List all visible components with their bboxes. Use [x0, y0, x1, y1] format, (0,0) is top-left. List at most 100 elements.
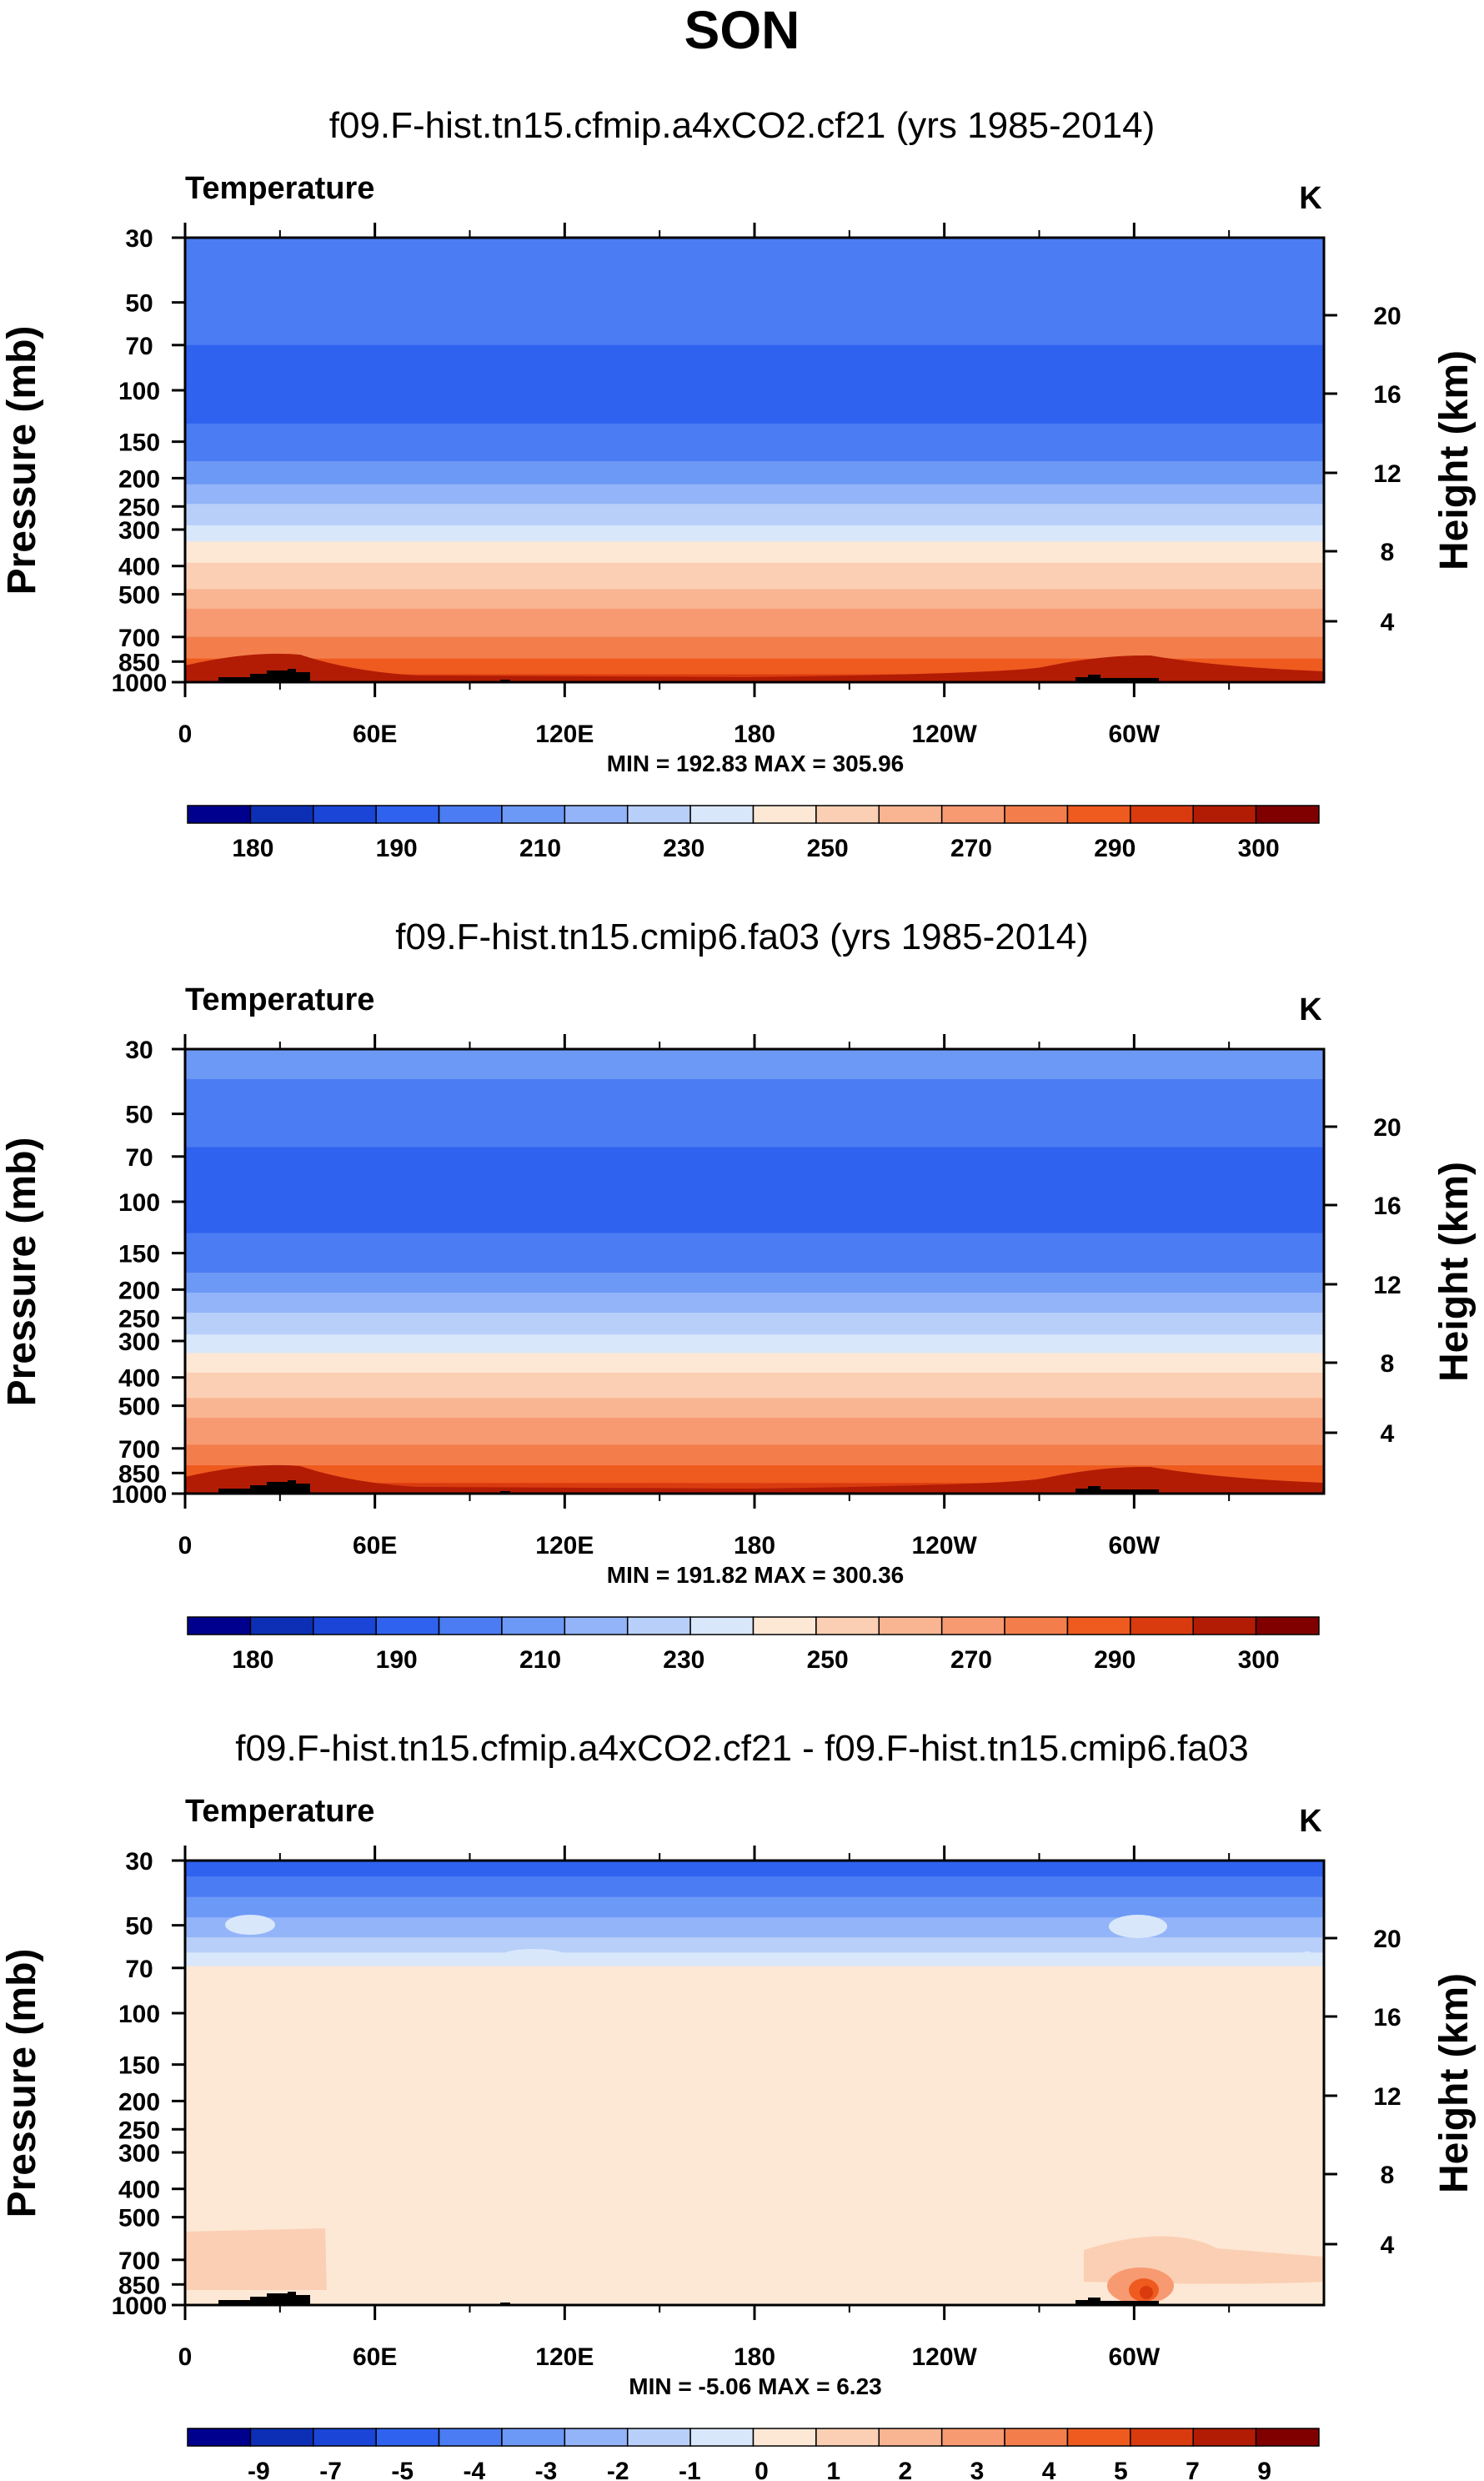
- min-max-label: MIN = -5.06 MAX = 6.23: [629, 2373, 881, 2399]
- y-right-tick-label: 12: [1373, 2083, 1401, 2111]
- colorbar-swatch: [501, 1616, 566, 1635]
- contour-band: [185, 504, 1324, 526]
- colorbar-label: 180: [232, 1646, 273, 1674]
- contour-band: [185, 1147, 1324, 1234]
- topography-asia: [218, 669, 310, 682]
- plot-area: [185, 1730, 1324, 2305]
- colorbar-label: 270: [950, 1646, 992, 1674]
- colorbar-label: 0: [755, 2458, 769, 2481]
- colorbar-swatch: [940, 1616, 1005, 1635]
- colorbar-swatch: [1192, 2428, 1257, 2447]
- contour-band: [185, 1876, 1324, 1898]
- contour-band: [185, 608, 1324, 638]
- y-tick-label: 300: [118, 1328, 160, 1356]
- anomaly-patch: [500, 1949, 567, 1964]
- x-tick-label: 60W: [1108, 1532, 1160, 1559]
- topography-andes: [1075, 2298, 1159, 2305]
- y-right-tick-label: 20: [1373, 303, 1401, 330]
- y-tick-label: 850: [118, 1460, 160, 1488]
- variable-label: Temperature: [185, 171, 374, 206]
- x-tick-label: 0: [178, 1532, 193, 1559]
- colorbar-swatch: [501, 2428, 566, 2447]
- topography-andes: [1075, 1486, 1159, 1494]
- colorbar-swatch: [1130, 1616, 1194, 1635]
- variable-label: Temperature: [185, 1794, 374, 1829]
- panel-title: f09.F-hist.tn15.cmip6.fa03 (yrs 1985-201…: [395, 917, 1089, 957]
- x-tick-label: 120W: [911, 721, 977, 748]
- colorbar-label: 250: [807, 1646, 849, 1674]
- panel-3: f09.F-hist.tn15.cfmip.a4xCO2.cf21 - f09.…: [0, 1728, 1476, 2481]
- variable-label: Temperature: [185, 982, 374, 1017]
- y-tick-label: 850: [118, 2272, 160, 2299]
- contour-band: [185, 1444, 1324, 1466]
- colorbar-label: -9: [248, 2458, 270, 2481]
- colorbar-swatch: [1004, 2428, 1069, 2447]
- contour-band: [185, 589, 1324, 610]
- colorbar-swatch: [1066, 2428, 1131, 2447]
- y-right-tick-label: 20: [1373, 1926, 1401, 1953]
- colorbar-swatch: [626, 2428, 691, 2447]
- y-right-tick-label: 4: [1381, 609, 1395, 636]
- x-tick-label: 180: [734, 1532, 775, 1559]
- y-tick-label: 70: [125, 1956, 153, 1983]
- contour-band: [185, 1861, 1324, 1877]
- colorbar-swatch: [1004, 805, 1069, 824]
- colorbar-swatch: [187, 1616, 252, 1635]
- colorbar-label: 290: [1094, 1646, 1136, 1674]
- y-tick-label: 700: [118, 625, 160, 652]
- y-axis-label: Pressure (mb): [0, 326, 44, 595]
- colorbar-swatch: [1192, 1616, 1257, 1635]
- topography-asia: [218, 2292, 310, 2305]
- y-right-axis-label: Height (km): [1432, 350, 1476, 570]
- colorbar-swatch: [626, 805, 691, 824]
- colorbar-swatch: [940, 805, 1005, 824]
- x-tick-label: 60W: [1108, 721, 1160, 748]
- y-tick-label: 250: [118, 1305, 160, 1333]
- contour-band: [185, 1313, 1324, 1335]
- colorbar-label: -2: [607, 2458, 629, 2481]
- colorbar-label: 190: [376, 835, 418, 862]
- y-tick-label: 150: [118, 1241, 160, 1268]
- y-tick-label: 850: [118, 649, 160, 676]
- x-tick-label: 180: [734, 2343, 775, 2371]
- y-right-tick-label: 8: [1381, 1350, 1395, 1378]
- colorbar-label: 210: [519, 835, 561, 862]
- contour-band: [185, 238, 1324, 346]
- x-tick-label: 60E: [353, 2343, 397, 2371]
- x-tick-label: 180: [734, 721, 775, 748]
- colorbar-label: 210: [519, 1646, 561, 1674]
- plot-area: [185, 238, 1324, 682]
- y-tick-label: 150: [118, 429, 160, 457]
- colorbar-label: 9: [1257, 2458, 1271, 2481]
- colorbar-swatch: [375, 1616, 440, 1635]
- colorbar-label: 230: [663, 1646, 704, 1674]
- y-right-axis-label: Height (km): [1432, 1973, 1476, 2193]
- colorbar-swatch: [375, 805, 440, 824]
- colorbar-swatch: [689, 1616, 755, 1635]
- colorbar-swatch: [1066, 805, 1131, 824]
- anomaly-patch: [1245, 1730, 1278, 1739]
- colorbar-label: 250: [807, 835, 849, 862]
- contour-band: [185, 1273, 1324, 1293]
- colorbar-label: 230: [663, 835, 704, 862]
- contour-band: [185, 1233, 1324, 1273]
- panel-title: f09.F-hist.tn15.cfmip.a4xCO2.cf21 (yrs 1…: [329, 105, 1155, 146]
- contour-band: [185, 344, 1324, 424]
- y-tick-label: 300: [118, 517, 160, 545]
- anomaly-patch: [225, 1915, 275, 1935]
- min-max-label: MIN = 192.83 MAX = 305.96: [607, 751, 904, 776]
- anomaly-patch: [218, 1770, 252, 1784]
- colorbar-label: -1: [679, 2458, 701, 2481]
- y-tick-label: 400: [118, 554, 160, 581]
- contour-band: [185, 1353, 1324, 1374]
- y-tick-label: 700: [118, 2247, 160, 2275]
- y-tick-label: 30: [125, 1037, 153, 1064]
- colorbar-swatch: [1255, 1616, 1320, 1635]
- colorbar-swatch: [313, 1616, 377, 1635]
- contour-band: [185, 562, 1324, 590]
- y-tick-label: 1000: [112, 1481, 168, 1509]
- panel-1: f09.F-hist.tn15.cfmip.a4xCO2.cf21 (yrs 1…: [0, 105, 1476, 862]
- colorbar-swatch: [249, 1616, 314, 1635]
- y-tick-label: 50: [125, 1913, 153, 1941]
- y-right-tick-label: 8: [1381, 539, 1395, 566]
